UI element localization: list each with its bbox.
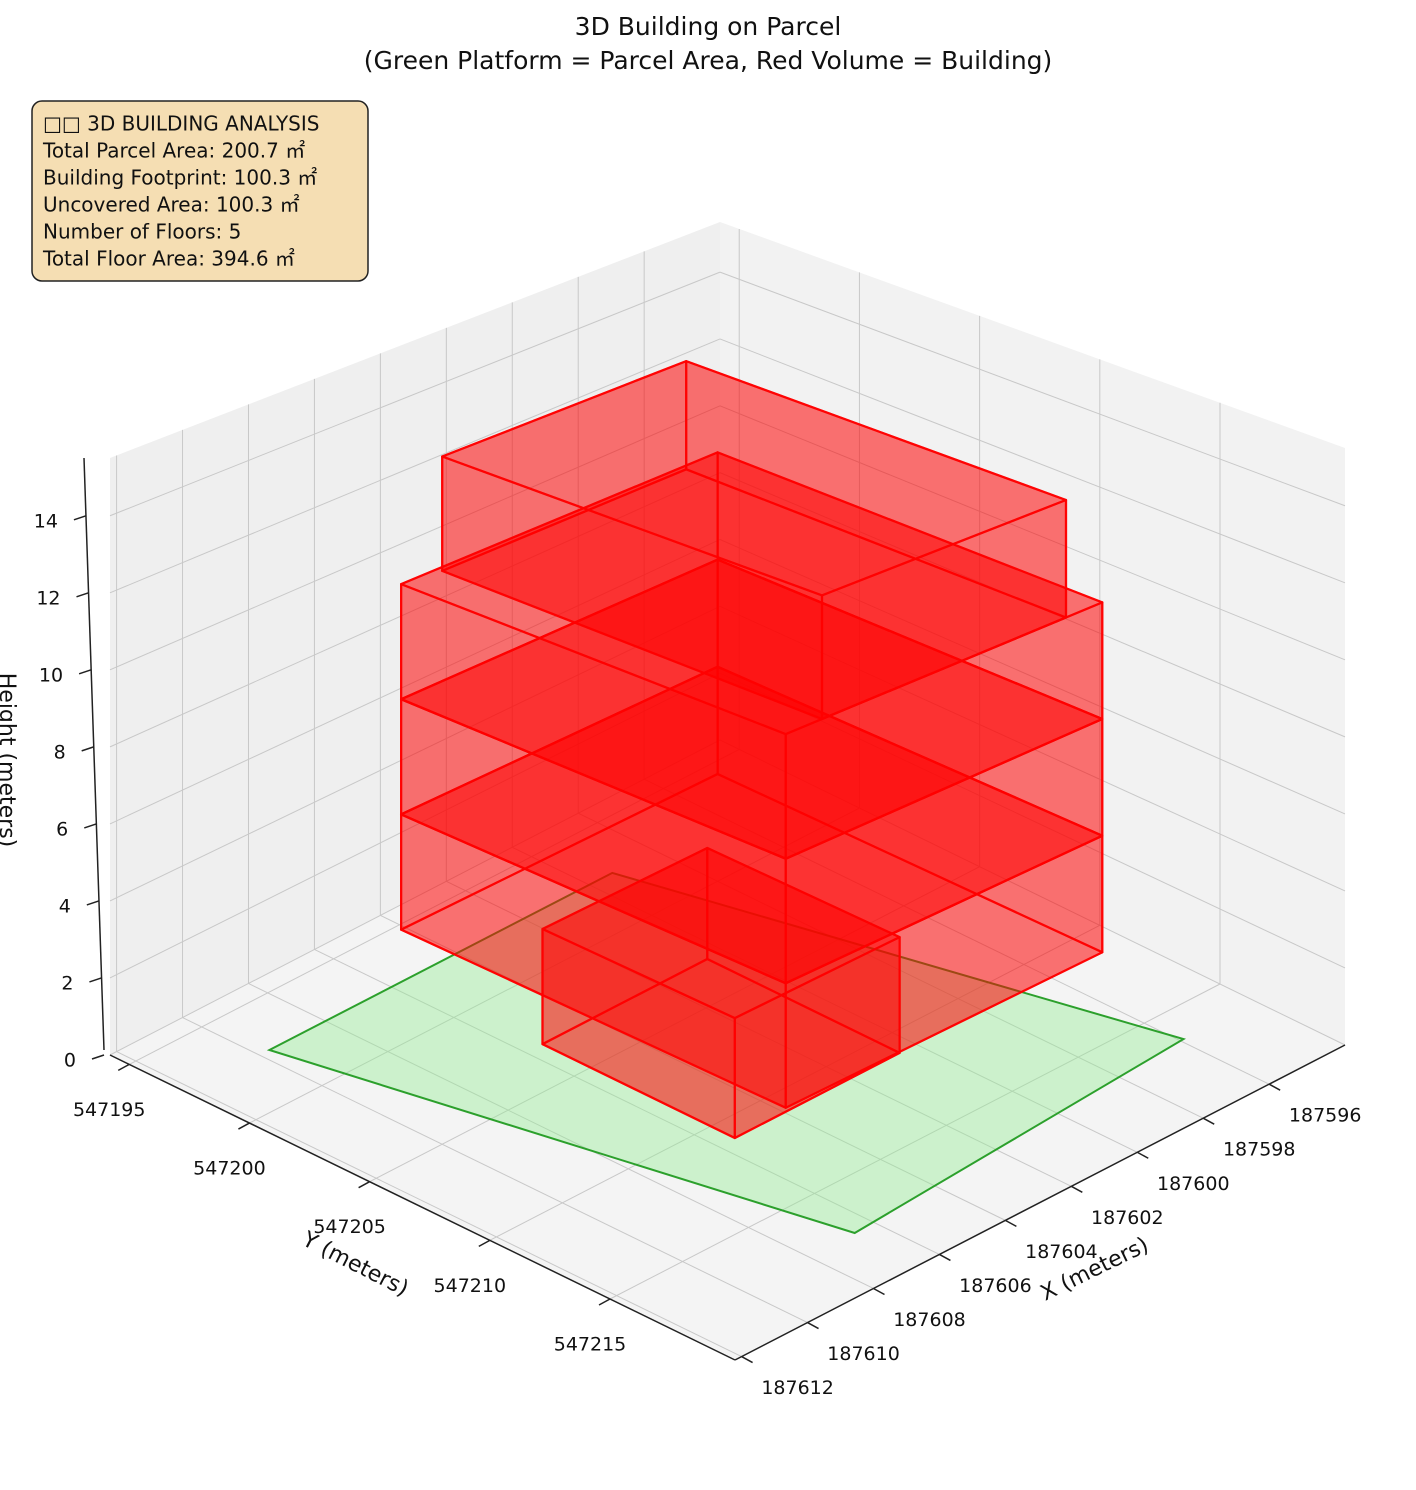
y-tick-label: 547210 xyxy=(434,1275,507,1297)
z-tick-label: 10 xyxy=(39,664,63,686)
axes-layer xyxy=(73,457,1346,1364)
grid-line xyxy=(109,539,721,825)
x-tick-label: 187600 xyxy=(1157,1173,1230,1195)
x-tick xyxy=(1136,1151,1149,1159)
x-tick xyxy=(807,1321,819,1330)
grid-line xyxy=(109,405,721,671)
grid-line xyxy=(719,338,1346,584)
grid-line xyxy=(109,472,721,748)
z-tick xyxy=(86,900,100,906)
z-tick xyxy=(84,823,97,829)
z-tick-label: 4 xyxy=(59,895,71,917)
right-pane xyxy=(720,222,1345,1045)
grid-line xyxy=(248,983,874,1289)
info-line: Building Footprint: 100.3 ㎡ xyxy=(43,166,317,190)
grid-line xyxy=(719,739,1346,1046)
z-tick xyxy=(78,669,92,675)
boxes-layer xyxy=(400,360,1104,1140)
chart-title: 3D Building on Parcel xyxy=(575,12,842,41)
z-tick-label: 8 xyxy=(54,741,66,763)
grid-line xyxy=(719,271,1346,507)
x-tick-label: 187606 xyxy=(959,1275,1032,1297)
z-tick-label: 0 xyxy=(64,1050,76,1072)
z-tick xyxy=(73,515,87,521)
z-axis-line xyxy=(83,457,105,1051)
grid-line xyxy=(182,1017,808,1323)
grid-line xyxy=(609,983,1221,1300)
left-pane xyxy=(110,222,720,1055)
y-tick-label: 547195 xyxy=(73,1099,146,1121)
grid-line xyxy=(369,866,980,1183)
grid-line xyxy=(109,338,721,594)
parcel-platform xyxy=(266,871,1187,1235)
info-line: □□ 3D BUILDING ANALYSIS xyxy=(43,112,319,136)
y-tick xyxy=(117,1063,130,1072)
grid-line xyxy=(489,924,1101,1241)
grid-line xyxy=(116,1051,742,1358)
y-tick xyxy=(238,1122,250,1130)
z-tick-label: 6 xyxy=(56,818,68,840)
y-tick-label: 547205 xyxy=(313,1216,386,1238)
info-layer: □□ 3D BUILDING ANALYSIS Total Parcel Area… xyxy=(31,100,369,282)
building-face-top xyxy=(441,360,1068,597)
x-tick xyxy=(1202,1117,1215,1125)
info-box xyxy=(31,100,369,282)
x-tick xyxy=(873,1287,885,1296)
y-tick xyxy=(478,1239,491,1248)
grid-line xyxy=(719,405,1346,661)
z-tick-label: 14 xyxy=(34,510,58,532)
z-tick-label: 2 xyxy=(61,972,73,994)
x-tick xyxy=(939,1253,951,1262)
info-line: Uncovered Area: 100.3 ㎡ xyxy=(43,193,300,217)
y-axis-line xyxy=(109,1054,736,1361)
grid-line xyxy=(129,748,740,1065)
z-tick xyxy=(89,977,102,983)
z-tick-label: 12 xyxy=(36,587,60,609)
grid-line xyxy=(249,807,860,1124)
x-tick-label: 187612 xyxy=(761,1377,834,1399)
x-tick-label: 187596 xyxy=(1289,1105,1362,1127)
x-tick xyxy=(1005,1219,1017,1228)
z-tick xyxy=(81,746,94,752)
z-axis-label: Height (meters) xyxy=(0,673,19,848)
info-line: Total Parcel Area: 200.7 ㎡ xyxy=(42,139,305,163)
grid-line xyxy=(380,914,1006,1221)
grid-line xyxy=(512,846,1138,1153)
x-tick xyxy=(1268,1083,1281,1091)
building-face-top xyxy=(400,451,1104,736)
y-tick-label: 547215 xyxy=(554,1334,627,1356)
parcel-layer xyxy=(266,871,1187,1235)
grid-layer xyxy=(109,228,1346,1358)
grid-line xyxy=(109,271,721,517)
x-tick xyxy=(741,1355,753,1364)
y-tick-label: 547200 xyxy=(193,1158,266,1180)
x-tick xyxy=(1070,1185,1083,1193)
x-tick-label: 187602 xyxy=(1091,1207,1164,1229)
grid-line xyxy=(109,605,721,902)
x-tick-label: 187598 xyxy=(1223,1139,1296,1161)
grid-line xyxy=(577,812,1204,1119)
grid-line xyxy=(314,948,940,1255)
grid-line xyxy=(109,672,721,979)
z-tick xyxy=(76,592,89,598)
grid-line xyxy=(719,539,1346,815)
building-face-top xyxy=(541,846,901,1020)
info-line: Total Floor Area: 394.6 ㎡ xyxy=(42,247,295,271)
grid-line xyxy=(109,739,721,1056)
labels-layer: 187596 187598 187600 187602 187604 187606 1876… xyxy=(34,510,1362,1399)
chart-subtitle: (Green Platform = Parcel Area, Red Volum… xyxy=(364,46,1053,75)
x-axis-line xyxy=(734,1044,1346,1361)
x-tick-label: 187608 xyxy=(893,1309,966,1331)
z-tick xyxy=(91,1054,105,1060)
x-tick-label: 187610 xyxy=(827,1343,900,1365)
y-tick xyxy=(358,1181,370,1189)
grid-line xyxy=(719,672,1346,969)
x-tick-label: 187604 xyxy=(1025,1241,1098,1263)
info-line: Number of Floors: 5 xyxy=(43,220,241,244)
y-tick xyxy=(598,1298,611,1306)
